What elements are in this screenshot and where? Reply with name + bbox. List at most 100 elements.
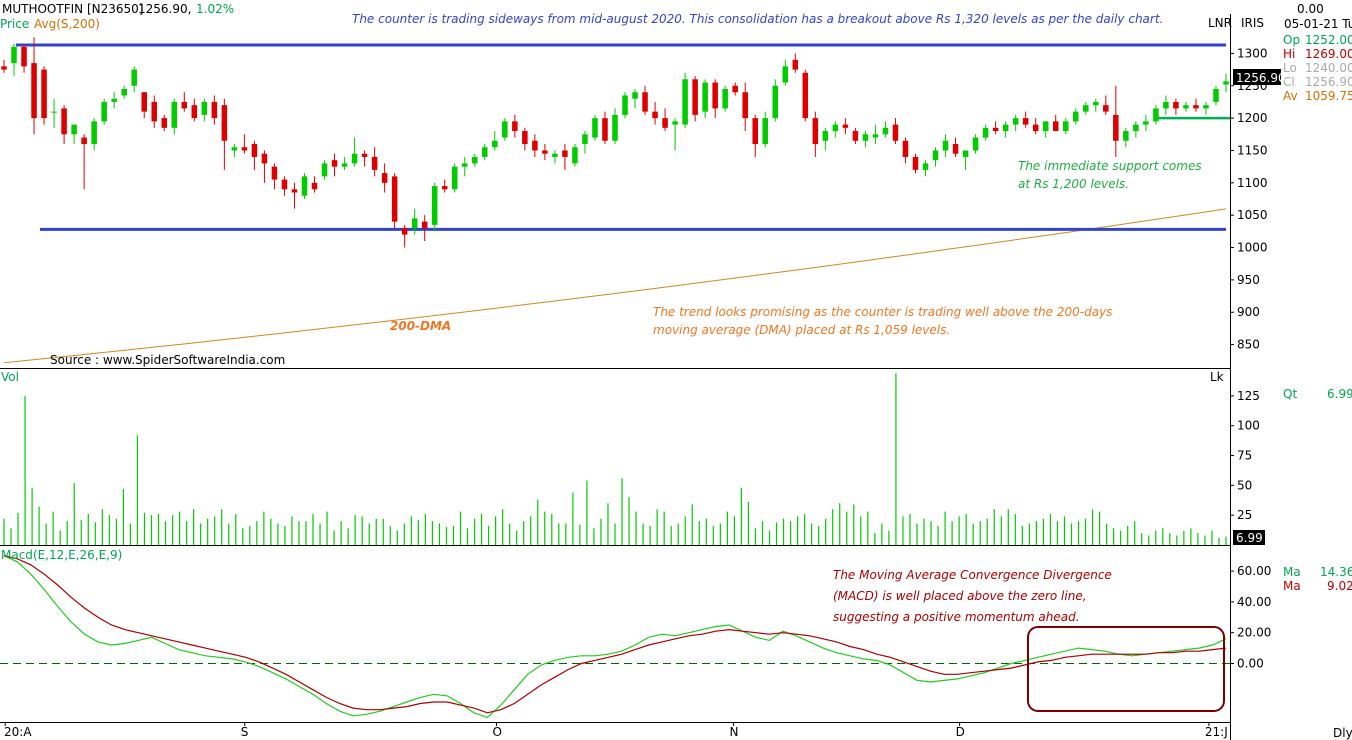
volume-tick-label: 125 (1237, 389, 1260, 403)
candle-body (582, 134, 588, 144)
candle-body (1, 66, 7, 70)
candle-body (842, 124, 849, 128)
candle-body (161, 118, 168, 128)
candle-body (552, 153, 558, 157)
price-tick-label: 950 (1237, 273, 1260, 287)
candle-body (792, 59, 799, 70)
price-legend-label: Price (0, 17, 29, 31)
panel-frames (0, 14, 1231, 740)
price-tick-label: 1300 (1237, 46, 1268, 60)
candle-body (231, 147, 238, 151)
candle-body (762, 118, 769, 144)
candle-body (371, 156, 378, 170)
macd-line (3, 555, 1227, 719)
candle-body (882, 127, 889, 135)
candle-body (1143, 121, 1149, 125)
candle-body (1103, 105, 1109, 112)
candle-body (642, 92, 648, 112)
candle-body (982, 127, 989, 138)
volume-axis-ticks: 25 50 75 100 125 (1230, 389, 1260, 522)
candle-body (1193, 105, 1199, 109)
macd-ma2-value: 9.02 (1327, 579, 1352, 593)
candle-body (972, 137, 979, 151)
date-axis-labels: 20:A S O N D 21:J (4, 722, 1228, 739)
ohlc-row-label: Op (1283, 33, 1300, 47)
candle-body (191, 105, 198, 119)
avg-legend-label: Avg(S,200) (34, 17, 100, 31)
candle-body (341, 163, 348, 167)
volume-label: Vol (1, 370, 19, 384)
candle-body (732, 85, 738, 93)
candle-body (301, 176, 308, 196)
candle-body (472, 156, 478, 164)
price-tick-label: 1050 (1237, 208, 1268, 222)
candle-body (1223, 81, 1229, 85)
candle-body (391, 176, 398, 222)
ohlc-row-value: 1269.00 (1305, 47, 1352, 61)
candle-body (221, 105, 228, 141)
date-tick-label: 20:A (4, 725, 32, 739)
candle-body (482, 147, 488, 157)
candle-body (682, 79, 688, 125)
lnr-label[interactable]: LNR (1208, 16, 1232, 30)
candle-body (181, 101, 188, 109)
candle-body (111, 98, 117, 102)
candle-body (522, 131, 528, 144)
macd-ma1-value: 14.36 (1320, 565, 1352, 579)
candle-body (1163, 101, 1169, 109)
candle-body (351, 153, 358, 164)
annotation-macd-1: The Moving Average Convergence Divergenc… (833, 568, 1112, 582)
date-tick-label: O (492, 725, 501, 739)
candle-body (782, 66, 789, 83)
candle-body (291, 189, 298, 193)
annotation-support-2: at Rs 1,200 levels. (1018, 177, 1129, 191)
annotation-trend-1: The trend looks promising as the counter… (653, 305, 1112, 319)
candle-body (151, 101, 158, 122)
candle-body (932, 150, 939, 161)
candle-body (451, 166, 458, 190)
candle-body (201, 101, 208, 115)
period-label[interactable]: Dly (1333, 726, 1352, 740)
candle-body (742, 92, 748, 119)
candle-body (261, 153, 268, 164)
candlesticks (1, 37, 1229, 248)
ohlc-row-value: 1059.75 (1305, 89, 1352, 103)
candle-body (622, 95, 628, 115)
candle-body (411, 218, 418, 229)
source-label: Source : www.SpiderSoftwareIndia.com (50, 353, 285, 367)
date-tick-label: D (956, 725, 965, 739)
candle-body (1042, 121, 1049, 132)
candle-body (1183, 105, 1189, 109)
macd-label: Macd(E,12,E,26,E,9) (1, 548, 122, 562)
volume-tick-label: 100 (1237, 419, 1260, 433)
candle-body (171, 101, 178, 128)
candle-body (1032, 124, 1039, 132)
candle-body (862, 134, 869, 141)
candle-body (51, 111, 57, 113)
iris-label[interactable]: IRIS (1241, 16, 1264, 30)
qt-label: Qt (1283, 387, 1297, 401)
date-tick-label: N (730, 725, 739, 739)
candle-body (41, 69, 47, 119)
macd-axis-ticks: 0.00 20.00 40.00 60.00 (1230, 564, 1271, 670)
candle-body (772, 85, 779, 119)
candle-body (942, 140, 949, 151)
candle-body (672, 121, 678, 125)
volume-tag-bg (1233, 530, 1265, 545)
macd-tick-label: 0.00 (1237, 656, 1264, 670)
candle-body (1133, 124, 1139, 132)
candle-body (1022, 118, 1029, 125)
macd-tick-label: 20.00 (1237, 626, 1271, 640)
macd-highlight-box (1027, 626, 1225, 712)
candle-body (872, 134, 879, 138)
signal-line (3, 555, 1227, 714)
candle-body (311, 182, 318, 190)
candle-body (852, 131, 859, 141)
candle-body (1052, 121, 1059, 132)
candle-body (652, 111, 658, 119)
candle-body (271, 166, 278, 180)
candle-body (81, 137, 87, 144)
change-label: 1.02% (196, 2, 234, 16)
ohlc-readout: Op 1252.00 Hi 1269.00 Lo 1240.00 Cl 1256.90 Av 10… (1283, 33, 1352, 103)
